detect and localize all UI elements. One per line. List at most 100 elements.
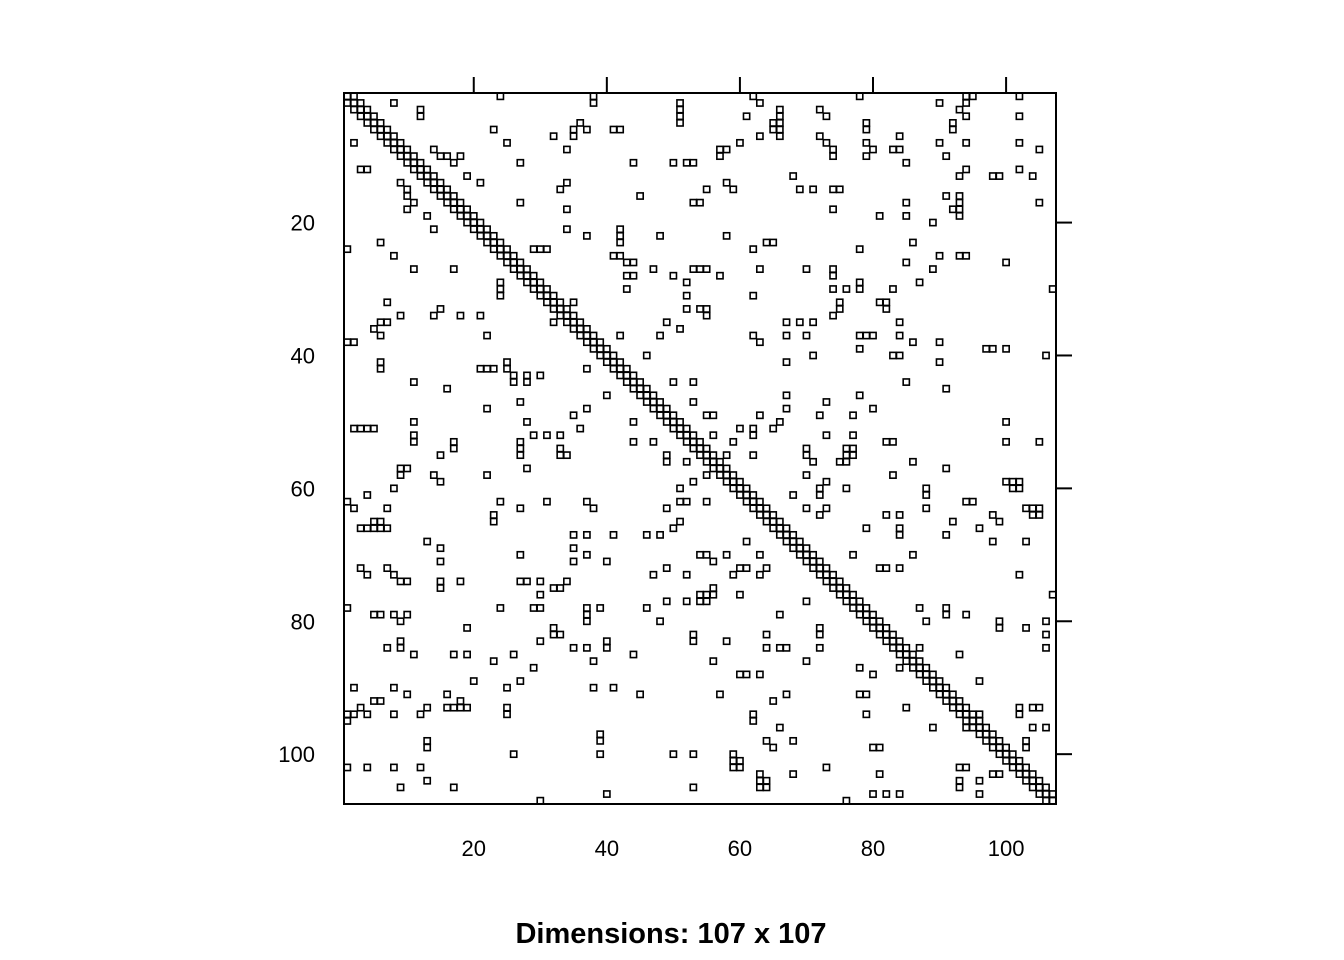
matrix-cell bbox=[942, 384, 951, 393]
matrix-cell bbox=[396, 617, 405, 626]
matrix-cell bbox=[775, 105, 784, 114]
matrix-cell bbox=[662, 318, 671, 327]
matrix-cell bbox=[862, 690, 871, 699]
matrix-cell bbox=[483, 231, 491, 240]
matrix-cell bbox=[363, 105, 372, 114]
matrix-cell bbox=[855, 604, 864, 612]
matrix-cell bbox=[942, 192, 951, 200]
matrix-cell bbox=[396, 145, 405, 154]
matrix-cell bbox=[629, 158, 638, 167]
matrix-cell bbox=[563, 178, 571, 187]
matrix-cell bbox=[609, 530, 618, 539]
matrix-cell bbox=[702, 457, 711, 466]
matrix-cell bbox=[503, 710, 511, 719]
matrix-cell bbox=[955, 198, 964, 207]
matrix-cell bbox=[602, 391, 611, 400]
matrix-cell bbox=[1008, 484, 1017, 493]
matrix-cell bbox=[656, 530, 664, 539]
matrix-cell bbox=[855, 278, 864, 287]
matrix-cell bbox=[343, 99, 352, 107]
matrix-cell bbox=[822, 138, 831, 147]
matrix-cell bbox=[995, 750, 1004, 759]
matrix-cell bbox=[689, 437, 698, 446]
matrix-cell bbox=[975, 524, 984, 533]
matrix-cell bbox=[463, 172, 471, 180]
matrix-cell bbox=[922, 677, 931, 685]
dimensions-caption: Dimensions: 107 x 107 bbox=[515, 918, 826, 950]
matrix-cell bbox=[988, 537, 997, 546]
matrix-cell bbox=[749, 504, 758, 513]
matrix-cell bbox=[682, 497, 691, 506]
matrix-cell bbox=[842, 584, 851, 592]
matrix-cell bbox=[423, 743, 432, 752]
matrix-cell bbox=[589, 683, 598, 692]
matrix-cell bbox=[549, 291, 558, 300]
matrix-cell bbox=[1015, 138, 1024, 147]
matrix-cell bbox=[396, 643, 405, 652]
matrix-cell bbox=[762, 736, 771, 745]
matrix-cell bbox=[955, 703, 964, 712]
matrix-cell bbox=[762, 783, 771, 792]
matrix-cell bbox=[429, 145, 438, 154]
matrix-cell bbox=[656, 411, 664, 420]
matrix-cell bbox=[702, 444, 711, 453]
matrix-cell bbox=[582, 604, 591, 612]
matrix-cell bbox=[390, 763, 398, 772]
matrix-cell bbox=[1002, 437, 1010, 446]
matrix-cell bbox=[403, 690, 412, 699]
matrix-cell bbox=[390, 132, 398, 141]
matrix-cell bbox=[582, 530, 591, 539]
matrix-cell bbox=[496, 92, 505, 101]
matrix-cell bbox=[523, 371, 531, 380]
matrix-cell bbox=[889, 471, 897, 479]
matrix-cell bbox=[563, 451, 571, 460]
matrix-cell bbox=[549, 584, 558, 592]
matrix-cell bbox=[849, 411, 857, 420]
matrix-cell bbox=[769, 743, 778, 752]
matrix-cell bbox=[1022, 504, 1030, 513]
matrix-cell bbox=[1015, 770, 1024, 778]
matrix-cell bbox=[676, 418, 684, 426]
matrix-cell bbox=[762, 517, 771, 526]
matrix-cell bbox=[483, 238, 491, 247]
matrix-cell bbox=[869, 624, 877, 632]
matrix-cell bbox=[370, 119, 378, 127]
matrix-cell bbox=[676, 99, 684, 107]
matrix-cell bbox=[962, 138, 971, 147]
matrix-cell bbox=[749, 331, 758, 340]
matrix-cell bbox=[516, 504, 525, 513]
matrix-cell bbox=[370, 697, 378, 705]
matrix-cell bbox=[915, 657, 924, 666]
matrix-cell bbox=[789, 537, 798, 546]
matrix-cell bbox=[702, 550, 711, 559]
matrix-cell bbox=[549, 132, 558, 141]
matrix-cell bbox=[875, 564, 884, 573]
matrix-cell bbox=[436, 178, 445, 187]
matrix-cell bbox=[815, 105, 824, 114]
matrix-cell bbox=[835, 577, 844, 586]
matrix-cell bbox=[948, 517, 957, 526]
matrix-cell bbox=[829, 271, 837, 280]
matrix-cell bbox=[636, 378, 645, 386]
matrix-cell bbox=[709, 451, 718, 460]
matrix-cell bbox=[782, 537, 791, 546]
matrix-cell bbox=[968, 92, 977, 101]
matrix-cell bbox=[1048, 590, 1057, 599]
matrix-cell bbox=[1048, 285, 1057, 293]
matrix-cell bbox=[356, 564, 365, 573]
matrix-cell bbox=[642, 351, 651, 360]
matrix-cell bbox=[749, 245, 758, 254]
matrix-cell bbox=[809, 318, 818, 327]
matrix-cell bbox=[802, 504, 811, 513]
matrix-cell bbox=[489, 231, 498, 240]
matrix-cell bbox=[489, 517, 498, 526]
matrix-cell bbox=[709, 464, 718, 473]
matrix-cell bbox=[895, 643, 904, 652]
x-axis-ticks: 20 40 60 80 100 bbox=[462, 836, 1025, 861]
matrix-cell bbox=[729, 185, 738, 194]
matrix-cell bbox=[889, 437, 897, 446]
matrix-cell bbox=[782, 358, 791, 367]
matrix-cell bbox=[822, 564, 831, 573]
matrix-cell bbox=[429, 178, 438, 187]
